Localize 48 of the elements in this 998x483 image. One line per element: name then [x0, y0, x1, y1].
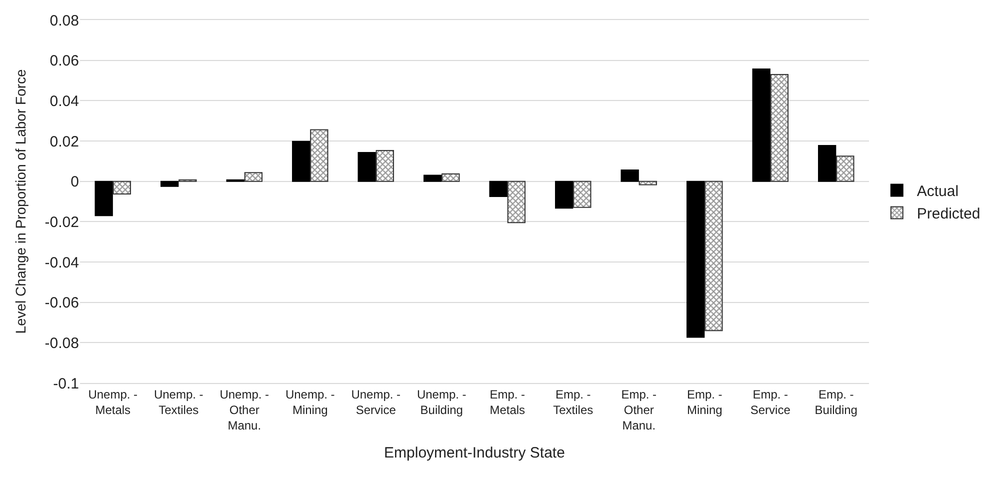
bar: [836, 156, 854, 182]
x-tick-label: Unemp. - Metals: [88, 387, 138, 417]
y-tick-label: -0.1: [53, 375, 79, 392]
bar: [292, 140, 310, 182]
y-tick-label: -0.08: [44, 334, 79, 352]
bar: [376, 150, 394, 182]
legend-label: Actual: [916, 183, 959, 200]
x-tick-label: Emp. - Building: [814, 387, 858, 417]
y-tick-label: 0: [70, 174, 79, 191]
x-tick-label: Unemp. - Building: [416, 387, 466, 417]
y-tick-label: -0.02: [44, 214, 79, 231]
y-tick-label: 0.02: [50, 133, 79, 150]
bar: [358, 152, 376, 182]
bar: [620, 170, 639, 182]
y-tick-label: 0.04: [50, 92, 79, 110]
x-tick-label: Unemp. - Other Manu.: [220, 387, 270, 433]
y-tick-label: -0.04: [44, 254, 79, 272]
x-axis-title: Employment-Industry State: [384, 444, 565, 462]
bar: [424, 174, 442, 182]
bar: [244, 172, 262, 182]
bar: [752, 68, 770, 182]
x-tick-label: Emp. - Textiles: [553, 387, 594, 417]
bar: [310, 129, 328, 182]
y-tick-label: -0.06: [44, 294, 79, 312]
x-tick-label: Unemp. - Service: [351, 387, 401, 417]
x-tick-label: Emp. - Mining: [686, 387, 722, 417]
x-tick-label: Emp. - Service: [750, 387, 791, 417]
text: Predicted: [916, 206, 980, 223]
x-tick-label: Unemp. - Textiles: [154, 387, 204, 417]
y-axis-title: Level Change in Proportion of Labor Force: [12, 68, 28, 334]
x-tick-label: Emp. - Other Manu.: [621, 387, 657, 433]
bar: [638, 180, 657, 186]
x-tick-label: Emp. - Metals: [490, 387, 526, 417]
y-tick-label: 0.08: [50, 12, 79, 30]
bar: [507, 180, 526, 224]
bar: [442, 173, 460, 182]
bar: [112, 180, 131, 195]
bar: [818, 144, 836, 182]
bar: [704, 180, 723, 332]
bar: [573, 180, 592, 208]
bar: [555, 180, 574, 209]
bar: [94, 180, 113, 216]
bar: [160, 180, 179, 187]
x-tick-label: Unemp. - Mining: [285, 387, 335, 417]
y-tick-label: 0.06: [50, 52, 79, 70]
bar: [770, 74, 788, 182]
bar: [686, 180, 705, 338]
bar: [489, 180, 508, 197]
